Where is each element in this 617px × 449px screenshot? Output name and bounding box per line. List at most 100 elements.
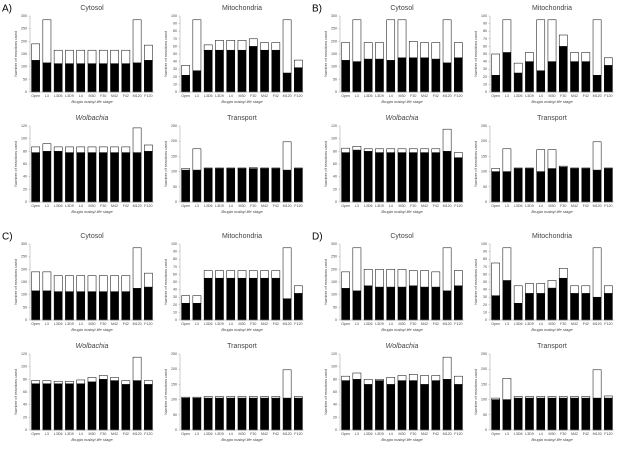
bar-segment [144, 44, 153, 61]
x-tick-label: L3D6 [54, 432, 63, 436]
x-tick-label: L3 [505, 94, 509, 98]
x-tick-label: L3D6 [54, 322, 63, 326]
x-tick-label: F120 [294, 322, 302, 326]
x-tick-label: F120 [294, 204, 302, 208]
bar-segment [294, 293, 303, 321]
bar-segment [271, 397, 281, 431]
bar-segment [226, 49, 236, 93]
y-tick-label: 100 [21, 65, 27, 69]
bar-segment [341, 271, 350, 289]
x-tick-label: M30 [549, 432, 556, 436]
y-tick-label: 0 [335, 428, 337, 432]
y-axis-label: Number of reactions used [13, 141, 18, 187]
y-tick-label: 0 [175, 318, 177, 322]
bar-segment [215, 396, 224, 399]
bar-segment [536, 283, 546, 294]
bar-segment [352, 61, 362, 93]
bar-segment [604, 293, 613, 321]
bar-segment [237, 167, 247, 169]
y-tick-label: 150 [481, 154, 487, 158]
x-tick-label: M42 [421, 432, 428, 436]
chart-title: Cytosol [390, 233, 414, 240]
bar-segment [294, 168, 303, 203]
bar-segment [132, 247, 142, 289]
bar-segment [454, 57, 463, 93]
x-tick-label: F42 [273, 94, 279, 98]
bar-segment [408, 285, 418, 321]
bar-segment [203, 277, 213, 321]
bar-segment [192, 70, 202, 93]
x-tick-label: L3D9 [375, 94, 384, 98]
bar-segment [271, 277, 281, 321]
x-tick-label: Open [181, 204, 190, 208]
x-tick-label: M42 [111, 322, 118, 326]
bar-segment [260, 168, 269, 203]
bar-segment [98, 379, 108, 431]
bar-segment [31, 146, 40, 153]
x-tick-label: M30 [399, 204, 406, 208]
bar-segment [226, 396, 236, 399]
x-tick-label: F120 [454, 204, 462, 208]
y-tick-label: 10 [173, 82, 177, 86]
bar-segment [31, 60, 40, 93]
bar-segment [420, 152, 429, 203]
bar-segment [87, 63, 97, 93]
y-tick-label: 40 [483, 60, 487, 64]
y-tick-label: 10 [483, 82, 487, 86]
bar-segment [42, 290, 52, 321]
x-tick-label: M30 [89, 322, 96, 326]
y-tick-label: 50 [23, 77, 27, 81]
bar-segment [76, 146, 86, 153]
bar-segment [408, 41, 418, 59]
y-tick-label: 90 [173, 22, 177, 26]
bar-segment [65, 380, 74, 385]
y-tick-label: 0 [485, 200, 487, 204]
bar-segment [375, 152, 384, 203]
x-tick-label: L3D9 [375, 204, 384, 208]
x-tick-label: F120 [604, 432, 612, 436]
bar-segment [525, 293, 534, 321]
bar-segment [181, 65, 190, 76]
bar-segment [110, 377, 119, 381]
y-tick-label: 0 [25, 428, 27, 432]
bar-segment [558, 34, 568, 47]
x-tick-label: M30 [399, 432, 406, 436]
x-tick-label: Open [181, 322, 190, 326]
y-tick-label: 40 [23, 175, 27, 179]
bar-segment [31, 152, 40, 203]
x-tick-label: Open [181, 94, 190, 98]
y-tick-label: 150 [171, 382, 177, 386]
x-tick-label: Open [341, 322, 350, 326]
x-tick-label: F42 [433, 322, 439, 326]
x-tick-label: M120 [593, 432, 602, 436]
y-tick-label: 70 [483, 37, 487, 41]
bar-segment [547, 397, 557, 431]
x-tick-label: M30 [549, 322, 556, 326]
y-tick-label: 250 [481, 124, 487, 128]
bar-segment [203, 167, 213, 169]
bar-segment [76, 63, 86, 93]
bar-segment [592, 247, 602, 298]
bar-segment [581, 397, 591, 431]
x-axis-label: Brugia malayi life stage [381, 209, 423, 214]
bar-segment [31, 271, 40, 292]
bar-segment [604, 168, 613, 203]
x-tick-label: F42 [273, 322, 279, 326]
bar-segment [282, 369, 292, 399]
y-tick-label: 80 [173, 257, 177, 261]
y-tick-label: 90 [483, 250, 487, 254]
x-tick-label: Open [491, 204, 500, 208]
x-tick-label: M42 [261, 94, 268, 98]
bar-segment [248, 46, 258, 93]
bar-segment [454, 375, 463, 385]
x-tick-label: L4 [229, 94, 233, 98]
bar-segment [420, 270, 429, 288]
y-tick-label: 50 [173, 280, 177, 284]
bar-segment [604, 167, 613, 169]
x-tick-label: F120 [144, 432, 152, 436]
bar-segment [397, 380, 407, 431]
bar-segment [513, 62, 523, 74]
x-tick-label: M42 [571, 322, 578, 326]
panel-label: B) [312, 4, 322, 15]
bar-segment [132, 288, 142, 321]
